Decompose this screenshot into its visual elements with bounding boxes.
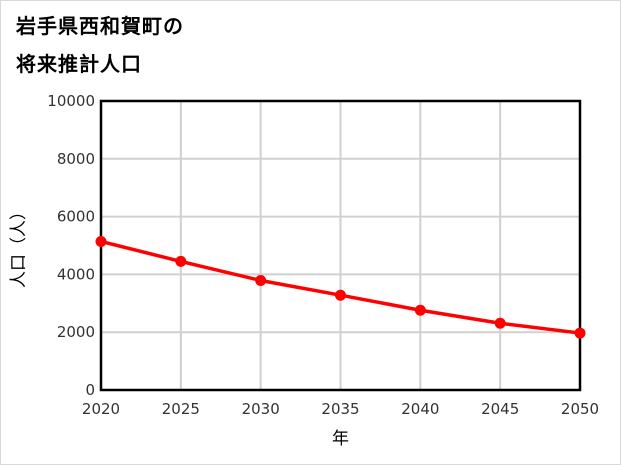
data-point [175,255,187,267]
data-point [255,274,267,286]
data-point [95,235,107,247]
chart-title-line1: 岩手県西和賀町の [16,14,184,38]
y-tick-label: 2000 [57,323,95,341]
data-point [574,327,586,339]
y-tick-label: 6000 [57,208,95,226]
x-tick-label: 2020 [82,400,120,418]
x-axis-label: 年 [332,429,349,449]
data-point [335,289,346,301]
y-axis-label: 人口（人） [9,203,29,288]
y-tick-label: 10000 [47,92,95,110]
data-point [414,304,426,316]
x-tick-label: 2040 [401,400,439,418]
x-tick-label: 2025 [162,400,200,418]
x-tick-label: 2030 [242,400,280,418]
y-tick-label: 0 [85,381,95,399]
x-tick-label: 2035 [321,400,359,418]
data-point [494,317,506,329]
y-tick-label: 8000 [57,150,95,168]
x-tick-label: 2050 [561,400,599,418]
chart-title-line2: 将来推計人口 [16,52,142,76]
y-tick-label: 4000 [57,265,95,283]
x-tick-label: 2045 [481,400,519,418]
